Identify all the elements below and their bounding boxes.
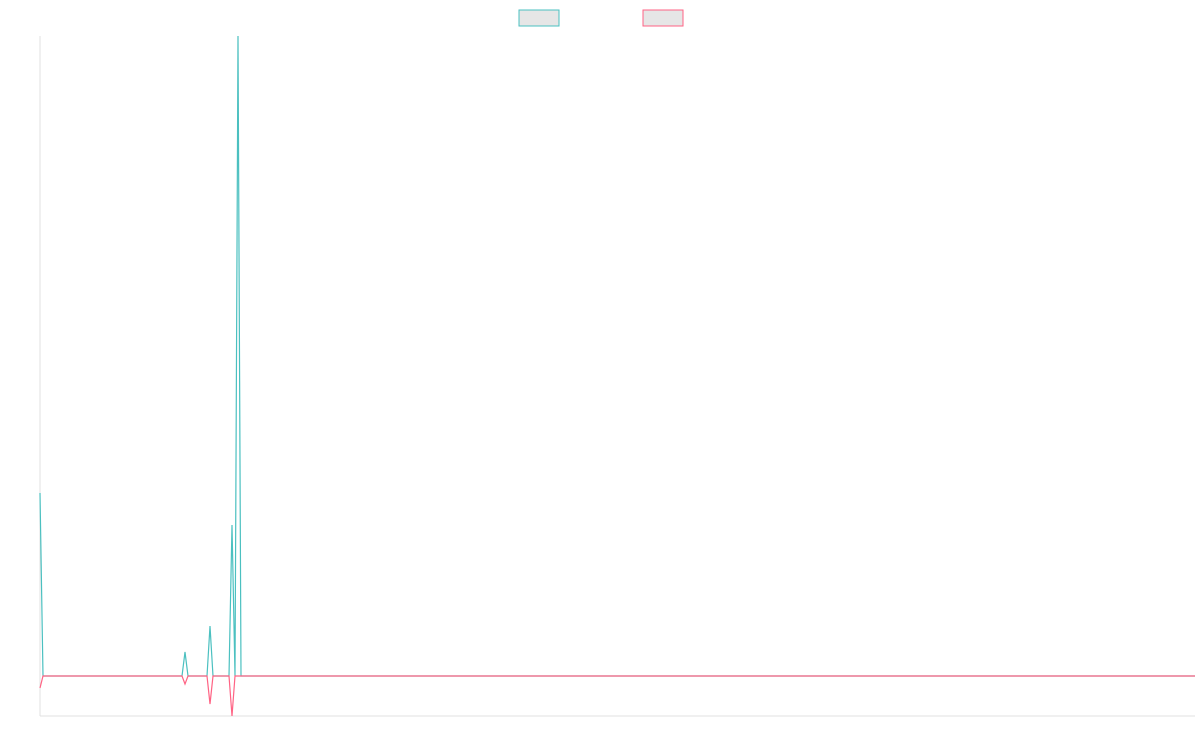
series-line — [39, 675, 1195, 717]
legend-swatch — [518, 9, 560, 27]
legend-swatch — [642, 9, 684, 27]
series-line — [39, 35, 1195, 677]
